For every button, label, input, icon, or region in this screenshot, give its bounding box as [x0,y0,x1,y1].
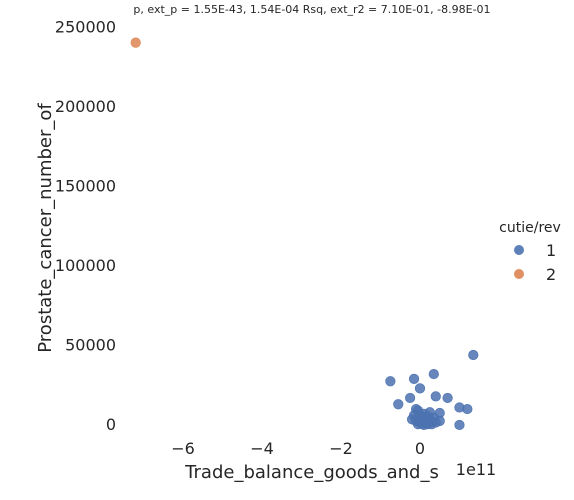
data-points [130,37,479,431]
x-tick-label: −4 [250,439,274,458]
y-tick-label: 100000 [55,256,116,275]
scatter-point-series-1 [416,418,428,429]
legend-marker [514,245,524,255]
x-axis-offset-label: 1e11 [456,460,496,479]
legend-label: 2 [546,265,556,284]
scatter-point-series-1 [393,399,404,410]
y-axis-label: Prostate_cancer_number_of [35,103,56,353]
x-tick-label: −2 [329,439,353,458]
x-axis-ticks: −6 −4 −2 0 [171,439,425,458]
scatter-point-series-1 [468,349,479,361]
scatter-point-series-1 [408,373,420,384]
scatter-point-series-2 [130,37,141,48]
scatter-point-series-1 [414,383,426,394]
y-axis-ticks: 0 50000 100000 150000 200000 250000 [55,18,116,434]
legend: cutie/rev 1 2 [499,220,561,284]
legend-label: 1 [546,241,556,260]
scatter-point-series-1 [462,403,473,415]
x-tick-label: −6 [171,439,195,458]
y-tick-label: 0 [106,415,116,434]
y-tick-label: 50000 [65,336,116,355]
y-tick-label: 250000 [55,18,116,37]
legend-marker [514,269,524,279]
y-tick-label: 200000 [55,97,116,116]
y-tick-label: 150000 [55,177,116,196]
scatter-point-series-1 [454,419,465,431]
scatter-point-series-1 [428,368,439,380]
scatter-point-series-1 [442,392,453,404]
x-axis-label: Trade_balance_goods_and_s [184,462,439,483]
legend-title: cutie/rev [499,220,561,236]
scatter-point-series-1 [385,376,396,387]
x-tick-label: 0 [415,439,425,458]
scatter-point-series-1 [430,391,441,402]
scatter-point-series-1 [405,392,416,404]
chart-title: p, ext_p = 1.55E-43, 1.54E-04 Rsq, ext_r… [133,3,490,16]
